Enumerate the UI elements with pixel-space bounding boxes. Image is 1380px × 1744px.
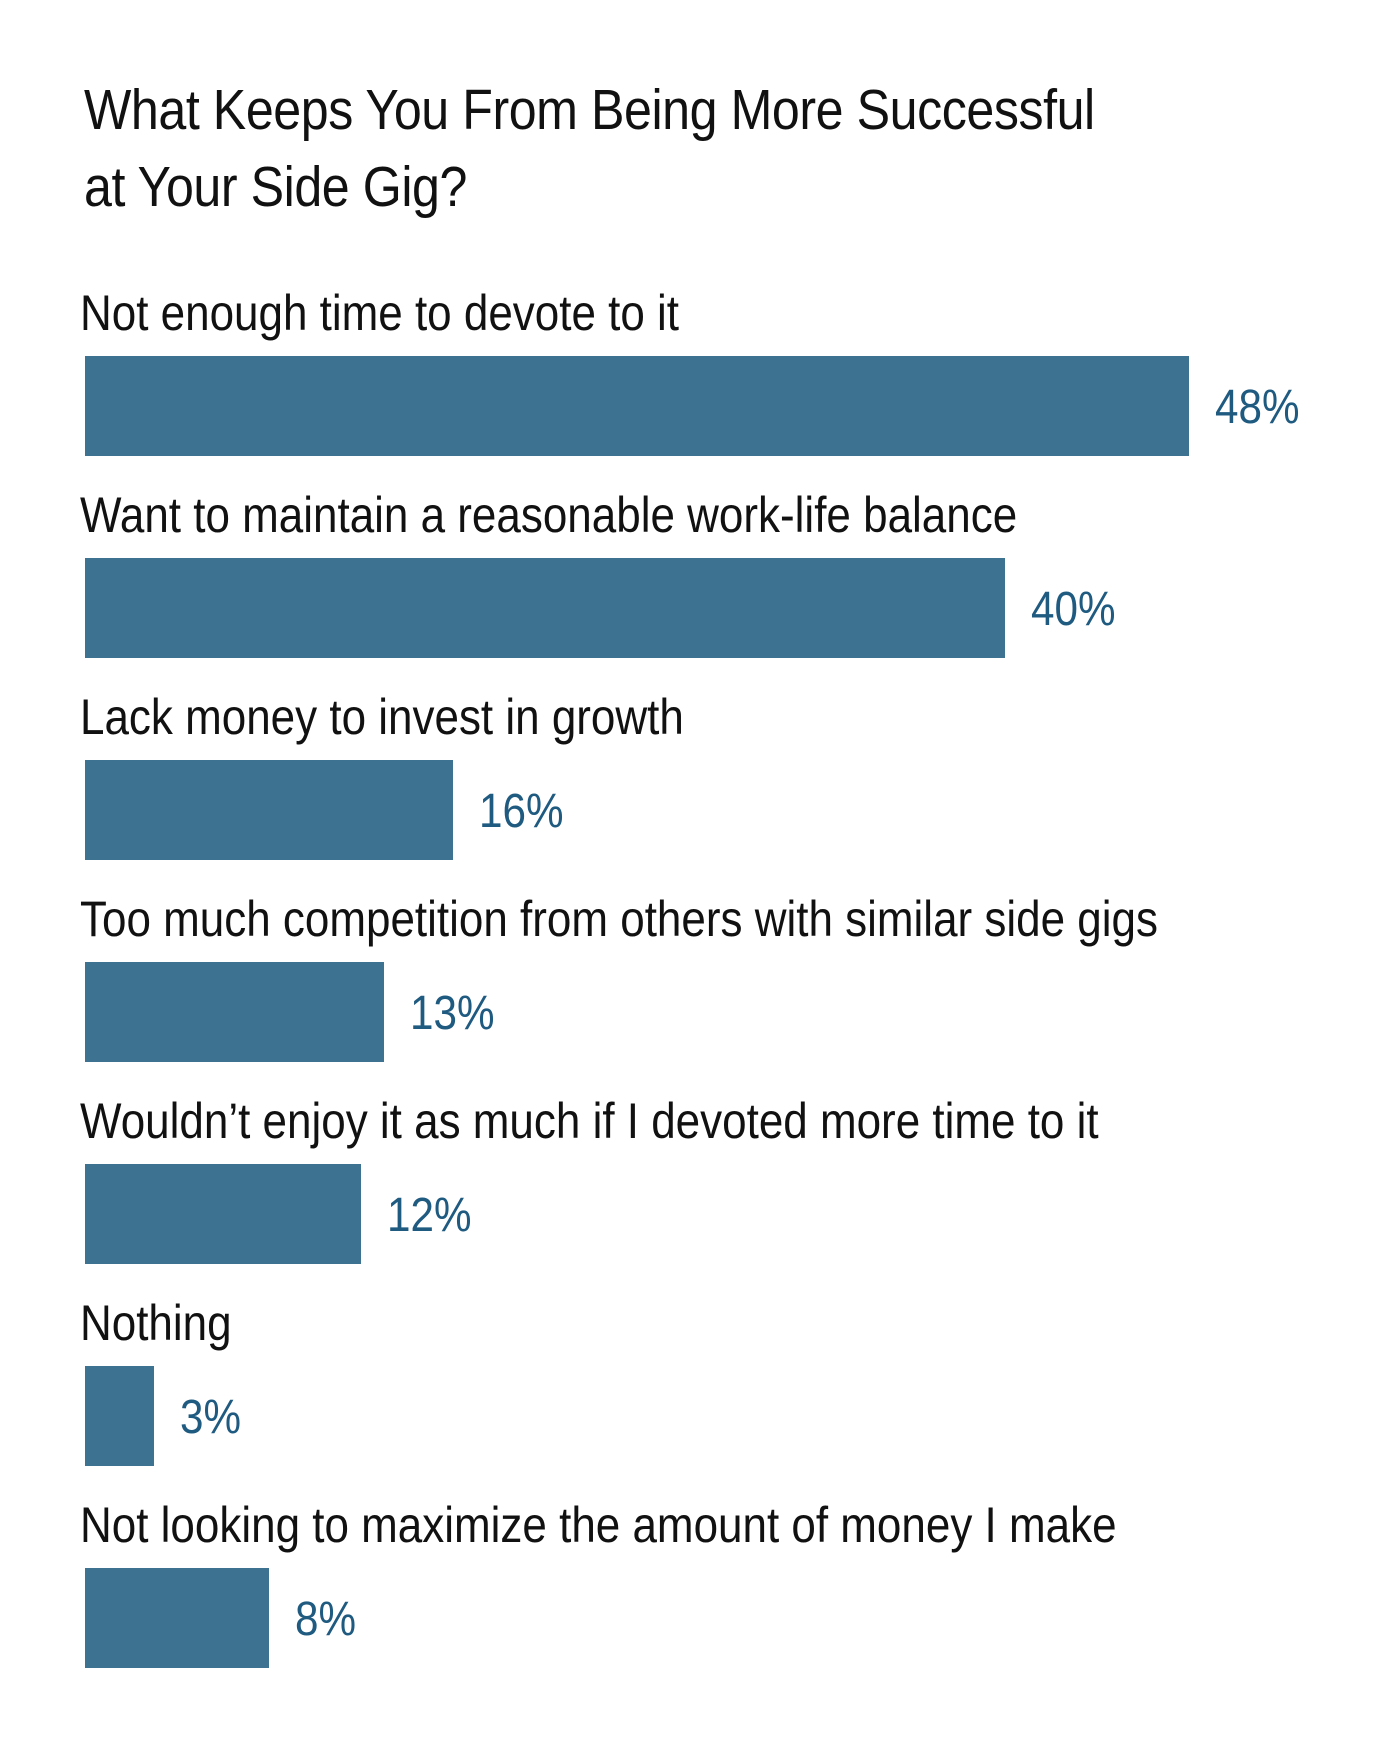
category-label: Too much competition from others with si… [80,890,1158,946]
value-label: 8% [295,1591,356,1645]
bar [85,356,1189,456]
chart-title: What Keeps You From Being More Successfu… [84,78,1095,219]
value-label: 12% [387,1187,472,1241]
value-label: 13% [410,985,495,1039]
bar [85,558,1005,658]
bar [85,1568,269,1668]
bar [85,1366,154,1466]
bar [85,760,453,860]
value-label: 3% [180,1389,241,1443]
category-label: Wouldn’t enjoy it as much if I devoted m… [80,1092,1099,1148]
category-label: Nothing [80,1294,232,1350]
value-label: 48% [1215,379,1300,433]
bar [85,962,384,1062]
value-label: 16% [479,783,564,837]
category-label: Want to maintain a reasonable work-life … [80,486,1017,542]
category-label: Not enough time to devote to it [80,284,679,340]
bar [85,1164,361,1264]
category-label: Not looking to maximize the amount of mo… [80,1496,1117,1552]
value-label: 40% [1031,581,1116,635]
category-label: Lack money to invest in growth [80,688,684,744]
